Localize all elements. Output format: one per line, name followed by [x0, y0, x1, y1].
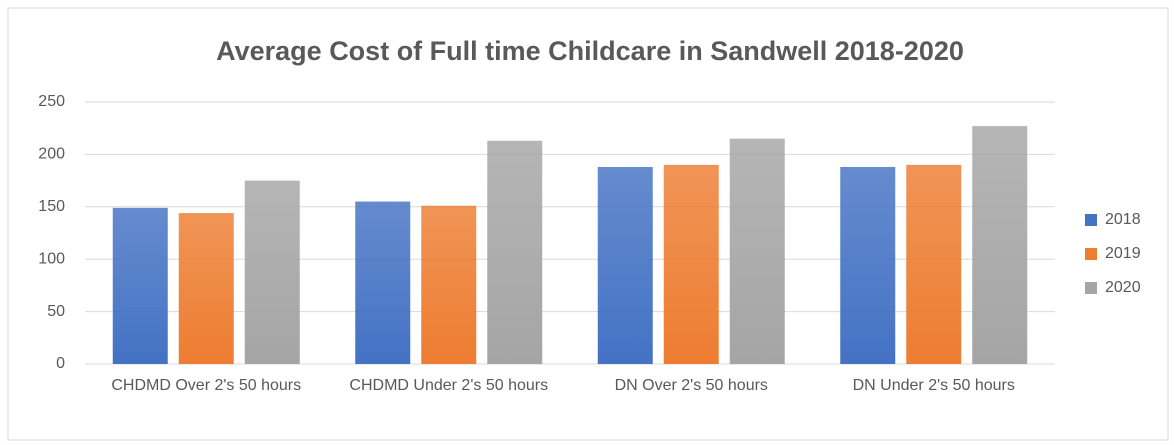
- x-tick-label: CHDMD Under 2's 50 hours: [349, 377, 548, 394]
- bar: [355, 201, 411, 364]
- y-tick-label: 0: [56, 355, 65, 372]
- legend-label: 2018: [1105, 211, 1141, 228]
- bar: [487, 140, 543, 364]
- legend-label: 2019: [1105, 245, 1141, 262]
- y-tick-label: 250: [38, 93, 65, 110]
- x-tick-label: CHDMD Over 2's 50 hours: [111, 377, 301, 394]
- bar: [663, 164, 719, 364]
- bar: [421, 205, 477, 364]
- bar: [972, 126, 1028, 364]
- legend-label: 2020: [1105, 279, 1141, 296]
- bar: [597, 166, 653, 364]
- legend-swatch: [1085, 248, 1097, 260]
- bar: [112, 207, 168, 364]
- y-tick-label: 50: [47, 303, 65, 320]
- legend-swatch: [1085, 282, 1097, 294]
- legend-swatch: [1085, 214, 1097, 226]
- y-tick-label: 150: [38, 198, 65, 215]
- bar: [178, 213, 234, 364]
- x-tick-label: DN Under 2's 50 hours: [853, 377, 1015, 394]
- chart-title: Average Cost of Full time Childcare in S…: [216, 36, 964, 66]
- bar: [840, 166, 896, 364]
- y-tick-label: 200: [38, 146, 65, 163]
- bar: [906, 164, 962, 364]
- bar: [244, 180, 300, 364]
- y-tick-label: 100: [38, 250, 65, 267]
- x-tick-label: DN Over 2's 50 hours: [615, 377, 768, 394]
- bar: [729, 138, 785, 364]
